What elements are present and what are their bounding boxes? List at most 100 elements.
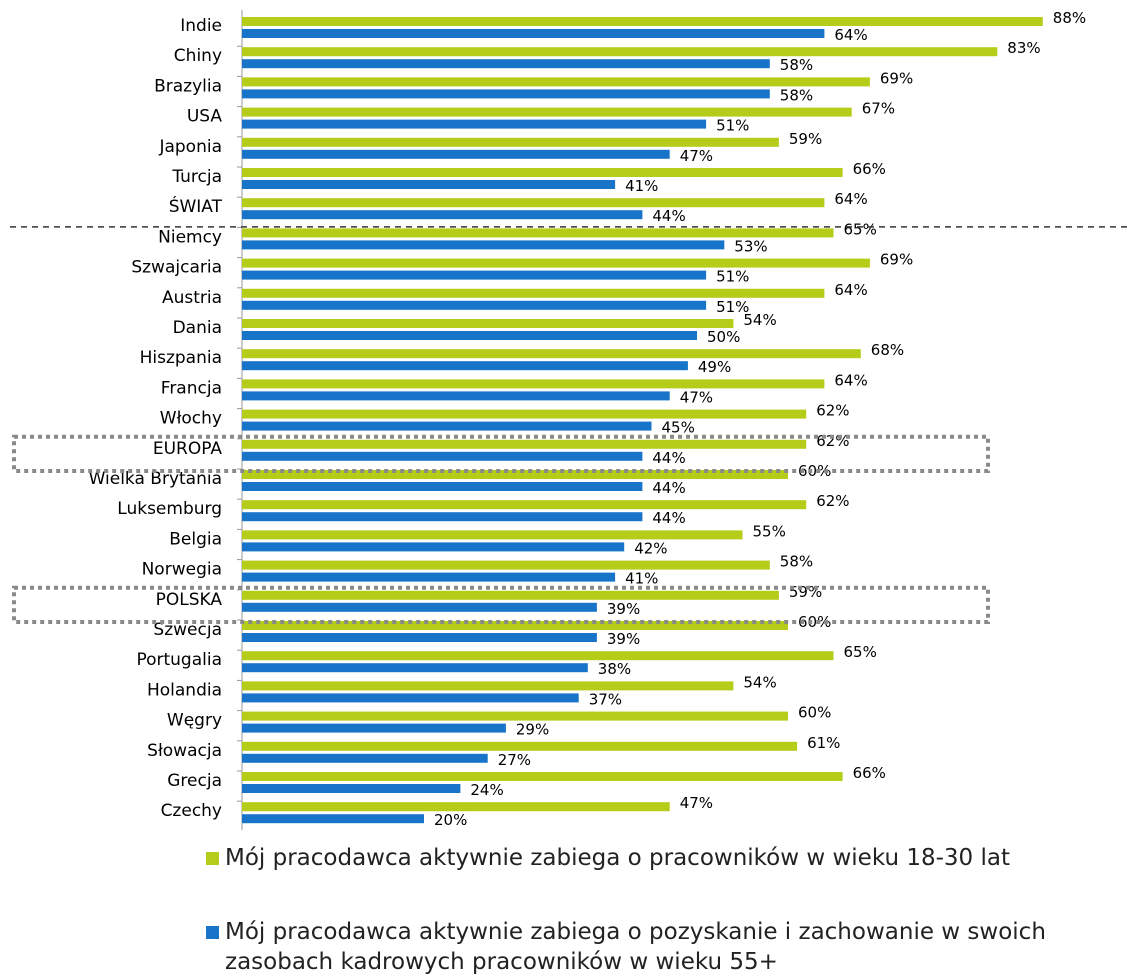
- data-label-senior-szwajcaria: 51%: [716, 268, 749, 286]
- bar-young-europa: [242, 439, 807, 449]
- category-label-usa: USA: [187, 107, 223, 127]
- data-label-young-luksemburg: 62%: [816, 492, 849, 510]
- data-label-senior-belgia: 42%: [634, 539, 667, 557]
- bar-senior-norwegia: [242, 572, 616, 582]
- legend-swatch-young: [206, 852, 219, 865]
- bar-senior-turcja: [242, 180, 616, 189]
- data-label-senior-japonia: 47%: [680, 147, 713, 165]
- bar-senior-belgia: [242, 542, 625, 552]
- data-label-young-dania: 54%: [743, 311, 776, 329]
- legend: Mój pracodawca aktywnie zabiega o pracow…: [206, 843, 1010, 873]
- bar-young-wegry: [242, 711, 788, 721]
- bar-young-swiat: [242, 198, 825, 208]
- data-label-senior-norwegia: 41%: [625, 570, 658, 588]
- category-label-brazylia: Brazylia: [154, 76, 222, 96]
- data-label-senior-luksemburg: 44%: [652, 509, 685, 527]
- bar-senior-luksemburg: [242, 512, 643, 522]
- data-label-senior-niemcy: 53%: [734, 237, 767, 255]
- category-label-grecja: Grecja: [167, 771, 222, 791]
- category-label-polska: POLSKA: [156, 590, 223, 610]
- data-label-young-japonia: 59%: [789, 130, 822, 148]
- bar-senior-niemcy: [242, 240, 725, 250]
- data-label-young-francja: 64%: [834, 371, 867, 389]
- bar-senior-grecja: [242, 784, 461, 793]
- data-label-senior-dania: 50%: [707, 328, 740, 346]
- bar-young-indie: [242, 17, 1043, 26]
- category-label-belgia: Belgia: [169, 529, 222, 549]
- bar-senior-dania: [242, 331, 697, 340]
- category-label-norwegia: Norwegia: [142, 560, 222, 580]
- data-label-senior-grecja: 24%: [470, 781, 503, 799]
- data-label-senior-brazylia: 58%: [780, 86, 813, 104]
- data-label-young-slowacja: 61%: [807, 734, 840, 752]
- bar-young-szwecja: [242, 621, 788, 630]
- bar-senior-chiny: [242, 59, 770, 69]
- bar-senior-usa: [242, 119, 707, 129]
- category-label-wlochy: Włochy: [160, 409, 222, 429]
- bar-young-slowacja: [242, 741, 798, 751]
- data-label-senior-austria: 51%: [716, 298, 749, 316]
- bar-senior-szwecja: [242, 633, 597, 642]
- bar-young-norwegia: [242, 560, 770, 570]
- bar-young-polska: [242, 590, 779, 600]
- data-label-senior-wegry: 29%: [516, 721, 549, 739]
- bar-young-luksemburg: [242, 500, 807, 510]
- legend-label-senior: Mój pracodawca aktywnie zabiega o pozysk…: [225, 919, 1046, 975]
- data-label-young-szwajcaria: 69%: [880, 251, 913, 269]
- bar-young-czechy: [242, 802, 670, 812]
- bar-young-wielka-brytania: [242, 470, 788, 479]
- category-label-indie: Indie: [180, 16, 222, 36]
- bar-senior-hiszpania: [242, 361, 688, 371]
- data-label-young-norwegia: 58%: [780, 553, 813, 571]
- data-label-young-czechy: 47%: [680, 794, 713, 812]
- legend-swatch-senior: [206, 926, 219, 939]
- data-label-senior-turcja: 41%: [625, 177, 658, 195]
- bar-young-portugalia: [242, 651, 834, 661]
- data-label-young-indie: 88%: [1053, 9, 1086, 27]
- bar-senior-wegry: [242, 723, 506, 733]
- bar-senior-slowacja: [242, 753, 488, 763]
- category-label-turcja: Turcja: [171, 167, 222, 187]
- bar-young-wlochy: [242, 409, 807, 419]
- data-label-young-turcja: 66%: [853, 160, 886, 178]
- bar-senior-austria: [242, 300, 707, 310]
- bar-young-hiszpania: [242, 349, 861, 359]
- data-label-young-usa: 67%: [862, 100, 895, 118]
- data-label-senior-indie: 64%: [834, 26, 867, 44]
- category-label-szwajcaria: Szwajcaria: [131, 258, 222, 278]
- data-label-senior-swiat: 44%: [652, 207, 685, 225]
- bar-senior-wlochy: [242, 421, 652, 431]
- category-label-dania: Dania: [173, 318, 222, 338]
- bar-young-niemcy: [242, 228, 834, 238]
- data-label-young-hiszpania: 68%: [871, 341, 904, 359]
- bar-senior-szwajcaria: [242, 270, 707, 280]
- category-label-chiny: Chiny: [174, 46, 222, 66]
- bar-senior-brazylia: [242, 89, 770, 99]
- bar-young-grecja: [242, 772, 843, 781]
- bar-young-belgia: [242, 530, 743, 540]
- bar-senior-czechy: [242, 814, 424, 824]
- bar-young-chiny: [242, 47, 998, 57]
- legend-2: Mój pracodawca aktywnie zabiega o pozysk…: [206, 917, 1106, 977]
- category-label-francja: Francja: [161, 378, 222, 398]
- bar-young-usa: [242, 107, 852, 117]
- data-label-senior-francja: 47%: [680, 388, 713, 406]
- data-label-senior-chiny: 58%: [780, 56, 813, 74]
- legend-item-young: Mój pracodawca aktywnie zabiega o pracow…: [206, 843, 1010, 873]
- legend-label-young: Mój pracodawca aktywnie zabiega o pracow…: [225, 845, 1010, 871]
- bar-senior-wielka-brytania: [242, 482, 643, 491]
- data-label-young-holandia: 54%: [743, 673, 776, 691]
- bar-young-dania: [242, 319, 734, 328]
- category-label-luksemburg: Luksemburg: [117, 499, 222, 519]
- bar-senior-japonia: [242, 149, 670, 159]
- bar-young-holandia: [242, 681, 734, 691]
- data-label-young-wlochy: 62%: [816, 402, 849, 420]
- category-label-holandia: Holandia: [147, 680, 222, 700]
- bar-young-francja: [242, 379, 825, 389]
- bar-senior-polska: [242, 602, 597, 612]
- data-label-young-europa: 62%: [816, 432, 849, 450]
- category-label-wielka-brytania: Wielka Brytania: [89, 469, 222, 489]
- bar-young-japonia: [242, 137, 779, 147]
- data-label-senior-polska: 39%: [607, 600, 640, 618]
- bar-senior-francja: [242, 391, 670, 401]
